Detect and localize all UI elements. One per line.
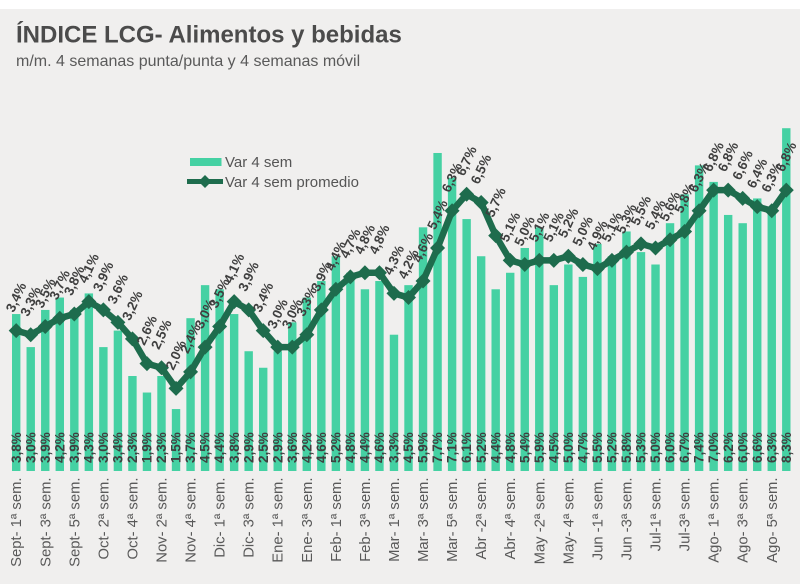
svg-text:4,7%: 4,7%: [575, 432, 590, 463]
svg-text:Sept- 5ª sem.: Sept- 5ª sem.: [67, 478, 83, 567]
svg-text:4,6%: 4,6%: [372, 432, 387, 463]
svg-text:7,1%: 7,1%: [445, 432, 460, 463]
svg-text:6,0%: 6,0%: [735, 432, 750, 463]
svg-text:3,0%: 3,0%: [23, 432, 38, 463]
svg-text:Sept- 1ª sem.: Sept- 1ª sem.: [9, 478, 25, 567]
svg-text:2,3%: 2,3%: [154, 432, 169, 463]
svg-text:Dic- 1ª sem.: Dic- 1ª sem.: [213, 478, 229, 558]
svg-text:5,3%: 5,3%: [634, 432, 649, 463]
svg-text:3,6%: 3,6%: [285, 432, 300, 463]
svg-text:7,7%: 7,7%: [430, 432, 445, 463]
svg-text:3,0%: 3,0%: [96, 432, 111, 463]
svg-text:3,9%: 3,9%: [38, 432, 53, 463]
svg-text:Ago- 5ª sem.: Ago- 5ª sem.: [765, 478, 781, 563]
svg-text:5,9%: 5,9%: [416, 432, 431, 463]
svg-text:Ago- 1ª sem.: Ago- 1ª sem.: [707, 478, 723, 563]
svg-text:2,9%: 2,9%: [241, 432, 256, 463]
svg-text:6,7%: 6,7%: [677, 432, 692, 463]
svg-text:5,0%: 5,0%: [648, 432, 663, 463]
svg-text:Ene- 3ª sem.: Ene- 3ª sem.: [300, 478, 316, 563]
svg-text:5,4%: 5,4%: [517, 432, 532, 463]
svg-text:3,9%: 3,9%: [67, 432, 82, 463]
svg-text:4,4%: 4,4%: [488, 432, 503, 463]
svg-text:Var 4 sem promedio: Var 4 sem promedio: [225, 174, 359, 191]
svg-text:3,7%: 3,7%: [183, 432, 198, 463]
svg-text:2,5%: 2,5%: [256, 432, 271, 463]
svg-text:1,5%: 1,5%: [169, 432, 184, 463]
svg-text:4,5%: 4,5%: [198, 432, 213, 463]
svg-text:2,9%: 2,9%: [270, 432, 285, 463]
svg-text:2,3%: 2,3%: [125, 432, 140, 463]
svg-text:Sept- 3ª sem.: Sept- 3ª sem.: [38, 478, 54, 567]
svg-text:May- 4ª sem.: May- 4ª sem.: [561, 478, 577, 565]
svg-text:3,3%: 3,3%: [387, 432, 402, 463]
svg-text:Oct- 4ª sem.: Oct- 4ª sem.: [125, 478, 141, 560]
svg-text:6,2%: 6,2%: [721, 432, 736, 463]
svg-text:5,0%: 5,0%: [561, 432, 576, 463]
svg-text:6,3%: 6,3%: [764, 432, 779, 463]
svg-text:4,5%: 4,5%: [546, 432, 561, 463]
svg-text:4,4%: 4,4%: [358, 432, 373, 463]
svg-text:Mar- 5ª sem.: Mar- 5ª sem.: [445, 478, 461, 562]
svg-text:m/m. 4 semanas punta/punta y 4: m/m. 4 semanas punta/punta y 4 semanas m…: [16, 53, 360, 70]
svg-text:Jun -3ª sem.: Jun -3ª sem.: [619, 478, 635, 561]
svg-text:8,3%: 8,3%: [779, 432, 794, 463]
svg-text:Feb- 3ª sem.: Feb- 3ª sem.: [358, 478, 374, 562]
svg-text:4,6%: 4,6%: [314, 432, 329, 463]
svg-text:Dic- 3ª sem.: Dic- 3ª sem.: [242, 478, 258, 558]
svg-text:5,8%: 5,8%: [619, 432, 634, 463]
svg-text:6,1%: 6,1%: [459, 432, 474, 463]
svg-text:Jul-3ª sem.: Jul-3ª sem.: [678, 478, 694, 552]
svg-text:Ene- 1ª sem.: Ene- 1ª sem.: [271, 478, 287, 563]
svg-text:4,8%: 4,8%: [503, 432, 518, 463]
svg-text:6,6%: 6,6%: [750, 432, 765, 463]
svg-text:Jun -1ª sem.: Jun -1ª sem.: [590, 478, 606, 561]
svg-text:5,2%: 5,2%: [474, 432, 489, 463]
svg-text:Mar- 3ª sem.: Mar- 3ª sem.: [416, 478, 432, 562]
svg-text:Nov- 2ª sem.: Nov- 2ª sem.: [155, 478, 171, 563]
svg-text:ÍNDICE LCG- Alimentos y bebida: ÍNDICE LCG- Alimentos y bebidas: [16, 21, 402, 49]
svg-text:7,4%: 7,4%: [692, 432, 707, 463]
svg-text:Feb- 1ª sem.: Feb- 1ª sem.: [329, 478, 345, 562]
svg-text:Nov- 4ª sem.: Nov- 4ª sem.: [184, 478, 200, 563]
svg-text:3,8%: 3,8%: [9, 432, 24, 463]
svg-text:4,2%: 4,2%: [299, 432, 314, 463]
svg-text:Abr -2ª sem.: Abr -2ª sem.: [474, 478, 490, 560]
svg-text:7,0%: 7,0%: [706, 432, 721, 463]
svg-text:4,5%: 4,5%: [401, 432, 416, 463]
svg-text:Abr- 4ª sem.: Abr- 4ª sem.: [503, 478, 519, 560]
svg-text:Jul-1ª sem.: Jul-1ª sem.: [649, 478, 665, 552]
svg-text:4,4%: 4,4%: [212, 432, 227, 463]
svg-text:4,3%: 4,3%: [81, 432, 96, 463]
svg-text:6,0%: 6,0%: [663, 432, 678, 463]
svg-text:5,2%: 5,2%: [605, 432, 620, 463]
svg-text:Ago- 3ª sem.: Ago- 3ª sem.: [736, 478, 752, 563]
svg-text:5,9%: 5,9%: [532, 432, 547, 463]
svg-text:4,2%: 4,2%: [52, 432, 67, 463]
svg-text:May -2ª sem.: May -2ª sem.: [532, 478, 548, 565]
svg-text:Var 4 sem: Var 4 sem: [225, 154, 292, 171]
svg-text:Oct- 2ª sem.: Oct- 2ª sem.: [96, 478, 112, 560]
svg-text:3,4%: 3,4%: [111, 432, 126, 463]
svg-text:4,8%: 4,8%: [343, 432, 358, 463]
svg-text:3,8%: 3,8%: [227, 432, 242, 463]
svg-text:5,5%: 5,5%: [590, 432, 605, 463]
svg-text:5,2%: 5,2%: [328, 432, 343, 463]
svg-text:1,9%: 1,9%: [140, 432, 155, 463]
svg-text:Mar- 1ª sem.: Mar- 1ª sem.: [387, 478, 403, 562]
